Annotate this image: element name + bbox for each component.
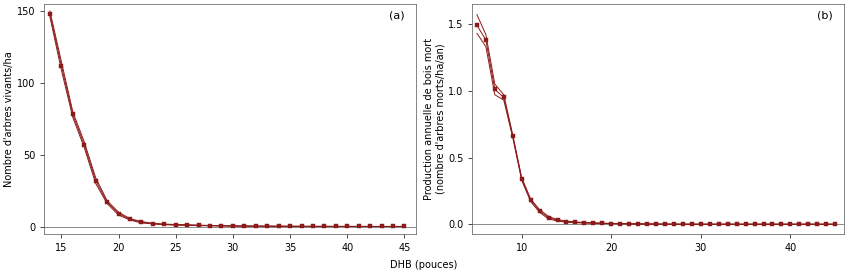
- Text: (a): (a): [389, 11, 404, 21]
- Text: (b): (b): [817, 11, 833, 21]
- Y-axis label: Nombre d'arbres vivants/ha: Nombre d'arbres vivants/ha: [4, 51, 14, 187]
- Text: DHB (pouces): DHB (pouces): [390, 260, 458, 270]
- Y-axis label: Production annuelle de bois mort
(nombre d'arbres morts/ha/an): Production annuelle de bois mort (nombre…: [424, 38, 445, 200]
